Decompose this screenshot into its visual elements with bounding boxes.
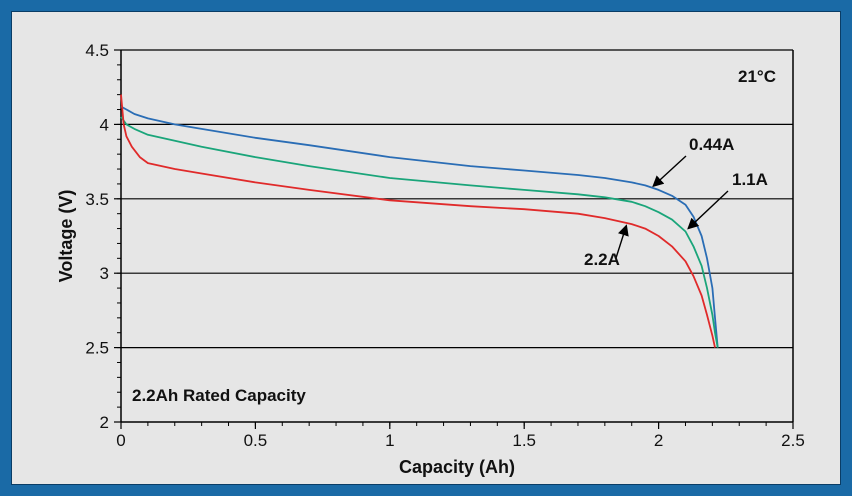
x-tick-label: 1.5	[512, 431, 536, 450]
y-tick-label: 2.5	[85, 339, 109, 358]
temperature-label: 21°C	[738, 67, 776, 86]
x-tick-label: 0.5	[244, 431, 268, 450]
y-tick-label: 3.5	[85, 190, 109, 209]
plot-area	[121, 50, 793, 422]
arrow-2-2a	[615, 224, 629, 259]
y-tick-label: 3	[100, 264, 109, 283]
series-line-2-2a	[120, 94, 716, 348]
series-label-2-2a: 2.2A	[584, 250, 620, 269]
y-tick-label: 4.5	[85, 41, 109, 60]
y-tick-label: 2	[100, 413, 109, 432]
x-tick-label: 1	[385, 431, 394, 450]
x-tick-label: 2.5	[781, 431, 805, 450]
rated-capacity-label: 2.2Ah Rated Capacity	[132, 386, 306, 405]
y-tick-label: 4	[100, 115, 109, 134]
ticks: 2 2.5 3 3.5 4 4.5 0 0.5 1 1.5 2 2.5	[85, 41, 804, 450]
series-label-1-1a: 1.1A	[732, 170, 768, 189]
series-line-0-44a	[120, 105, 719, 348]
arrow-0-44a	[652, 155, 687, 188]
x-tick-label: 0	[116, 431, 125, 450]
x-axis-title: Capacity (Ah)	[399, 457, 515, 477]
y-axis-title: Voltage (V)	[56, 190, 76, 283]
axes	[120, 50, 794, 423]
series-arrows	[615, 155, 729, 259]
arrow-1-1a	[687, 190, 729, 230]
grid-lines	[121, 49, 793, 422]
series-lines	[120, 94, 719, 348]
series-line-1-1a	[120, 116, 719, 348]
x-tick-label: 2	[654, 431, 663, 450]
series-label-0-44a: 0.44A	[689, 135, 734, 154]
